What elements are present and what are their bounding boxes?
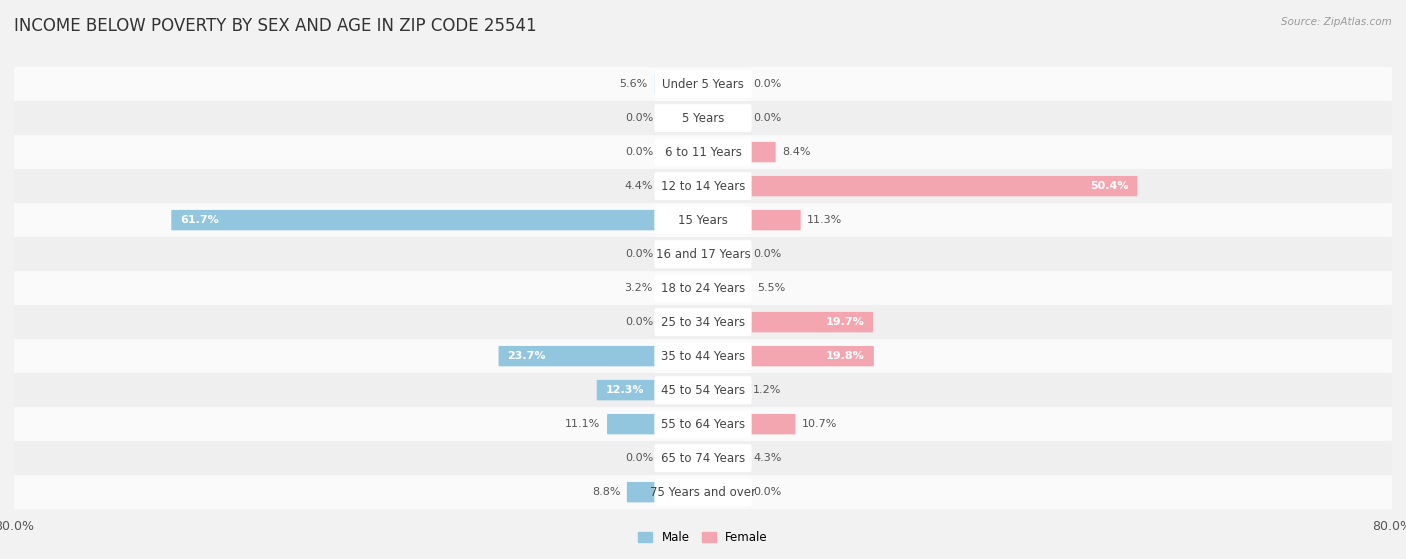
Text: 8.4%: 8.4% — [782, 147, 811, 157]
FancyBboxPatch shape — [654, 376, 752, 404]
Legend: Male, Female: Male, Female — [634, 526, 772, 548]
FancyBboxPatch shape — [703, 142, 776, 162]
Text: 25 to 34 Years: 25 to 34 Years — [661, 316, 745, 329]
Text: 0.0%: 0.0% — [624, 249, 652, 259]
FancyBboxPatch shape — [654, 479, 752, 506]
FancyBboxPatch shape — [703, 278, 751, 299]
Text: 0.0%: 0.0% — [624, 113, 652, 123]
FancyBboxPatch shape — [596, 380, 703, 400]
FancyBboxPatch shape — [14, 203, 1392, 237]
Text: 12.3%: 12.3% — [606, 385, 644, 395]
FancyBboxPatch shape — [14, 237, 1392, 271]
FancyBboxPatch shape — [654, 410, 752, 438]
FancyBboxPatch shape — [627, 482, 703, 503]
FancyBboxPatch shape — [703, 346, 875, 366]
FancyBboxPatch shape — [654, 104, 752, 132]
FancyBboxPatch shape — [654, 308, 752, 336]
FancyBboxPatch shape — [14, 67, 1392, 101]
FancyBboxPatch shape — [654, 240, 752, 268]
FancyBboxPatch shape — [14, 373, 1392, 407]
FancyBboxPatch shape — [654, 70, 752, 98]
FancyBboxPatch shape — [654, 274, 752, 302]
Text: 10.7%: 10.7% — [801, 419, 838, 429]
Text: 50.4%: 50.4% — [1090, 181, 1129, 191]
FancyBboxPatch shape — [703, 414, 796, 434]
Text: 1.2%: 1.2% — [754, 385, 782, 395]
Text: 19.7%: 19.7% — [825, 317, 865, 327]
FancyBboxPatch shape — [703, 244, 747, 264]
Text: 16 and 17 Years: 16 and 17 Years — [655, 248, 751, 260]
Text: 4.4%: 4.4% — [624, 181, 652, 191]
Text: 75 Years and over: 75 Years and over — [650, 486, 756, 499]
Text: 5 Years: 5 Years — [682, 112, 724, 125]
FancyBboxPatch shape — [14, 169, 1392, 203]
FancyBboxPatch shape — [654, 206, 752, 234]
Text: Source: ZipAtlas.com: Source: ZipAtlas.com — [1281, 17, 1392, 27]
Text: 18 to 24 Years: 18 to 24 Years — [661, 282, 745, 295]
Text: Under 5 Years: Under 5 Years — [662, 78, 744, 91]
Text: 0.0%: 0.0% — [754, 249, 782, 259]
Text: 5.5%: 5.5% — [758, 283, 786, 293]
FancyBboxPatch shape — [654, 172, 752, 200]
FancyBboxPatch shape — [659, 142, 703, 162]
Text: 35 to 44 Years: 35 to 44 Years — [661, 349, 745, 363]
FancyBboxPatch shape — [654, 342, 752, 370]
FancyBboxPatch shape — [703, 108, 747, 129]
Text: 3.2%: 3.2% — [624, 283, 652, 293]
Text: 0.0%: 0.0% — [754, 79, 782, 89]
FancyBboxPatch shape — [659, 176, 703, 196]
FancyBboxPatch shape — [607, 414, 703, 434]
Text: 11.3%: 11.3% — [807, 215, 842, 225]
FancyBboxPatch shape — [654, 74, 703, 94]
FancyBboxPatch shape — [172, 210, 703, 230]
FancyBboxPatch shape — [14, 475, 1392, 509]
FancyBboxPatch shape — [703, 210, 800, 230]
FancyBboxPatch shape — [703, 312, 873, 333]
FancyBboxPatch shape — [654, 138, 752, 166]
Text: 5.6%: 5.6% — [620, 79, 648, 89]
FancyBboxPatch shape — [703, 74, 747, 94]
FancyBboxPatch shape — [703, 176, 1137, 196]
FancyBboxPatch shape — [659, 244, 703, 264]
FancyBboxPatch shape — [703, 380, 747, 400]
FancyBboxPatch shape — [14, 441, 1392, 475]
Text: 0.0%: 0.0% — [624, 147, 652, 157]
FancyBboxPatch shape — [14, 407, 1392, 441]
FancyBboxPatch shape — [14, 101, 1392, 135]
FancyBboxPatch shape — [659, 278, 703, 299]
FancyBboxPatch shape — [14, 339, 1392, 373]
Text: 12 to 14 Years: 12 to 14 Years — [661, 179, 745, 193]
Text: 11.1%: 11.1% — [565, 419, 600, 429]
Text: INCOME BELOW POVERTY BY SEX AND AGE IN ZIP CODE 25541: INCOME BELOW POVERTY BY SEX AND AGE IN Z… — [14, 17, 537, 35]
FancyBboxPatch shape — [654, 444, 752, 472]
Text: 0.0%: 0.0% — [754, 487, 782, 497]
Text: 0.0%: 0.0% — [754, 113, 782, 123]
Text: 23.7%: 23.7% — [508, 351, 546, 361]
Text: 0.0%: 0.0% — [624, 453, 652, 463]
Text: 19.8%: 19.8% — [827, 351, 865, 361]
FancyBboxPatch shape — [499, 346, 703, 366]
FancyBboxPatch shape — [14, 305, 1392, 339]
Text: 65 to 74 Years: 65 to 74 Years — [661, 452, 745, 465]
FancyBboxPatch shape — [14, 135, 1392, 169]
Text: 45 to 54 Years: 45 to 54 Years — [661, 383, 745, 397]
Text: 6 to 11 Years: 6 to 11 Years — [665, 145, 741, 159]
FancyBboxPatch shape — [703, 448, 747, 468]
FancyBboxPatch shape — [659, 448, 703, 468]
Text: 55 to 64 Years: 55 to 64 Years — [661, 418, 745, 430]
FancyBboxPatch shape — [659, 108, 703, 129]
Text: 15 Years: 15 Years — [678, 214, 728, 226]
Text: 8.8%: 8.8% — [592, 487, 620, 497]
Text: 61.7%: 61.7% — [180, 215, 219, 225]
Text: 4.3%: 4.3% — [754, 453, 782, 463]
FancyBboxPatch shape — [703, 482, 747, 503]
FancyBboxPatch shape — [14, 271, 1392, 305]
Text: 0.0%: 0.0% — [624, 317, 652, 327]
FancyBboxPatch shape — [659, 312, 703, 333]
